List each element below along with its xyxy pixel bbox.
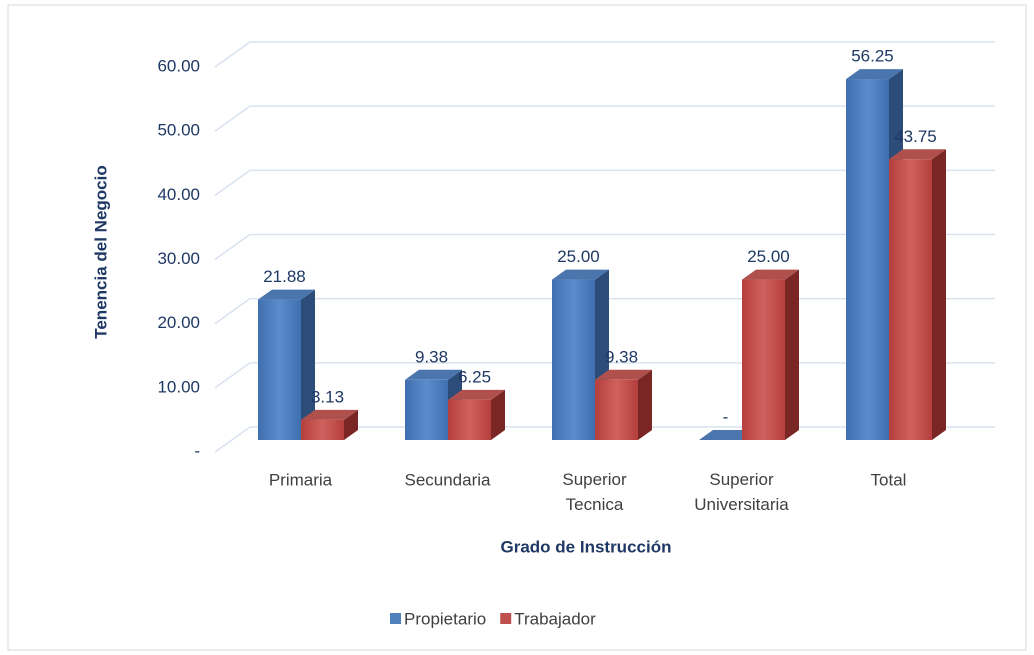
legend-swatch bbox=[390, 613, 401, 624]
x-tick-label: Total bbox=[871, 470, 907, 489]
y-tick-label: 40.00 bbox=[157, 185, 200, 204]
x-tick-label: Superior Tecnica bbox=[562, 470, 627, 514]
bar-side bbox=[344, 409, 358, 440]
bar-top bbox=[301, 409, 358, 420]
bar-top bbox=[742, 269, 799, 280]
y-tick-label: 60.00 bbox=[157, 56, 200, 75]
y-axis-title: Tenencia del Negocio bbox=[91, 165, 110, 339]
legend-label: Trabajador bbox=[514, 609, 596, 628]
bar-top bbox=[889, 149, 946, 160]
bar bbox=[846, 79, 889, 440]
bar-side bbox=[785, 269, 799, 440]
bar bbox=[742, 279, 785, 440]
bar-side bbox=[932, 149, 946, 441]
legend-label: Propietario bbox=[404, 609, 486, 628]
y-tick-label: 30.00 bbox=[157, 249, 200, 268]
bar-top bbox=[405, 369, 462, 380]
grid-line bbox=[214, 169, 995, 196]
bar-top bbox=[699, 430, 756, 440]
data-label: 9.38 bbox=[605, 347, 638, 366]
bar-top bbox=[258, 289, 315, 300]
bar-side bbox=[301, 289, 315, 440]
grid-line bbox=[214, 41, 995, 68]
bar bbox=[258, 299, 301, 440]
x-tick-label: Superior Universitaria bbox=[694, 470, 789, 514]
bar-top bbox=[552, 269, 609, 280]
bar bbox=[448, 399, 491, 440]
data-label: 25.00 bbox=[747, 247, 790, 266]
bar bbox=[301, 419, 344, 440]
bar-top bbox=[846, 69, 903, 80]
bar bbox=[889, 159, 932, 441]
x-tick-label: Secundaria bbox=[404, 470, 491, 489]
bar bbox=[595, 379, 638, 440]
bar-top bbox=[595, 369, 652, 380]
y-tick-label: 50.00 bbox=[157, 121, 200, 140]
data-label: 21.88 bbox=[263, 267, 306, 286]
legend-swatch bbox=[500, 613, 512, 624]
bar bbox=[552, 279, 595, 440]
data-label: 25.00 bbox=[557, 247, 600, 266]
bar-top bbox=[448, 389, 505, 400]
bar bbox=[405, 379, 448, 440]
grid-line bbox=[214, 233, 995, 261]
data-label: 43.75 bbox=[894, 127, 937, 146]
bar-side bbox=[491, 389, 505, 440]
y-tick-label: 20.00 bbox=[157, 313, 200, 332]
x-tick-label: Primaria bbox=[269, 470, 333, 489]
grid-line bbox=[214, 105, 995, 132]
data-label: 6.25 bbox=[458, 367, 491, 386]
bar-side bbox=[638, 369, 652, 440]
y-tick-label: - bbox=[194, 441, 200, 460]
x-axis-title: Grado de Instrucción bbox=[501, 537, 672, 556]
data-label: 56.25 bbox=[851, 47, 894, 66]
data-label: - bbox=[723, 407, 729, 426]
data-label: 3.13 bbox=[311, 387, 344, 406]
data-label: 9.38 bbox=[415, 347, 448, 366]
y-tick-label: 10.00 bbox=[157, 377, 200, 396]
